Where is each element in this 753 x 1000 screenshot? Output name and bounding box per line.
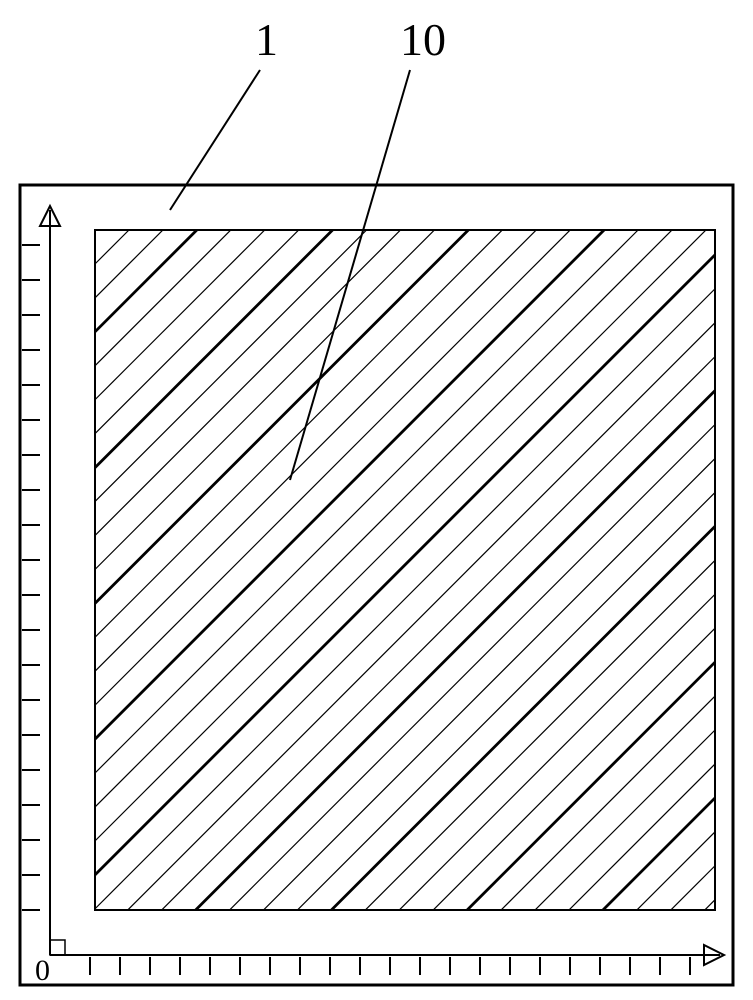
leader-line-outer bbox=[170, 70, 260, 210]
hatch-line-thick bbox=[45, 0, 753, 246]
origin-marker bbox=[50, 940, 65, 955]
label-outer: 1 bbox=[255, 14, 278, 65]
diagram-canvas: 1 10 0 bbox=[0, 0, 753, 1000]
label-origin: 0 bbox=[35, 954, 50, 987]
label-inner: 10 bbox=[400, 14, 446, 65]
inner-region-bg bbox=[95, 230, 715, 910]
